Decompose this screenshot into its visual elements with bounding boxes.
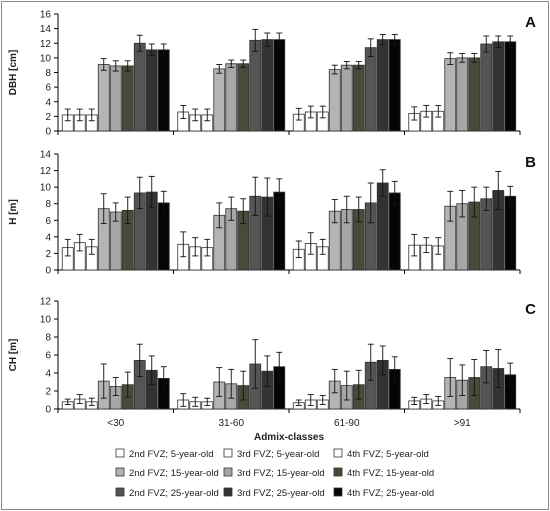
y-tick-label: 2 (45, 387, 51, 398)
bar (504, 195, 517, 271)
y-tick-label: 8 (45, 199, 51, 210)
legend-label: 3rd FVZ; 25-year-old (237, 488, 325, 499)
bar (444, 58, 457, 132)
bar (157, 49, 170, 132)
legend-swatch (223, 467, 233, 477)
bar (364, 47, 377, 132)
legend-swatch (115, 467, 125, 477)
y-tick-label: 4 (45, 97, 51, 108)
y-tick-label: 0 (45, 405, 51, 416)
bar (133, 42, 146, 132)
legend-label: 4th FVZ; 5-year-old (347, 449, 429, 460)
y-tick-label: 0 (45, 127, 51, 138)
y-tick-label: 6 (45, 351, 51, 362)
x-tick-label: 31-60 (218, 418, 244, 429)
y-tick-label: 12 (40, 166, 52, 177)
bar (480, 43, 493, 132)
y-tick-label: 12 (40, 39, 52, 50)
bar (468, 57, 481, 132)
bar (376, 39, 389, 132)
y-tick-label: 6 (45, 216, 51, 227)
bar (213, 68, 226, 132)
y-tick-label: 2 (45, 112, 51, 123)
y-tick-label: 10 (40, 183, 52, 194)
panel-letter: A (525, 14, 536, 31)
legend-swatch (115, 448, 125, 458)
y-tick-label: 6 (45, 83, 51, 94)
y-axis-label: DBH [cm] (8, 50, 19, 96)
bar (121, 65, 134, 132)
legend-label: 2nd FVZ; 5-year-old (129, 449, 213, 460)
bar (145, 49, 158, 132)
x-axis-label: Admix-classes (254, 432, 324, 443)
legend-label: 4th FVZ; 15-year-old (347, 468, 434, 479)
y-tick-label: 12 (40, 297, 52, 308)
bar (328, 69, 341, 132)
legend-swatch (223, 448, 233, 458)
bar (249, 39, 262, 132)
y-axis-label: H [m] (8, 199, 19, 225)
bar (352, 64, 365, 132)
y-tick-label: 8 (45, 333, 51, 344)
legend-label: 3rd FVZ; 15-year-old (237, 468, 325, 479)
x-tick-label: <30 (107, 418, 124, 429)
y-tick-label: 14 (40, 150, 52, 161)
y-tick-label: 4 (45, 369, 51, 380)
x-tick-label: 61-90 (334, 418, 360, 429)
y-tick-label: 4 (45, 232, 51, 243)
bar (237, 63, 250, 132)
bar (261, 39, 274, 132)
legend-swatch (333, 448, 343, 458)
legend-label: 2nd FVZ; 15-year-old (129, 468, 219, 479)
legend-label: 2nd FVZ; 25-year-old (129, 488, 219, 499)
panel-letter: B (525, 154, 536, 171)
y-tick-label: 16 (40, 10, 52, 21)
bar (388, 39, 401, 132)
legend-swatch (223, 487, 233, 497)
bar (109, 65, 122, 132)
bar (225, 63, 238, 132)
bar (492, 41, 505, 132)
y-tick-label: 8 (45, 68, 51, 79)
y-tick-label: 10 (40, 315, 52, 326)
y-tick-label: 10 (40, 53, 52, 64)
bar (97, 64, 110, 132)
legend-swatch (333, 487, 343, 497)
y-axis-label: CH [m] (8, 339, 19, 372)
legend-label: 4th FVZ; 25-year-old (347, 488, 434, 499)
x-tick-label: >91 (454, 418, 471, 429)
y-tick-label: 2 (45, 249, 51, 260)
bar (273, 39, 286, 132)
bar (456, 57, 469, 132)
legend-label: 3rd FVZ; 5-year-old (237, 449, 319, 460)
bar (504, 41, 517, 132)
legend-swatch (333, 467, 343, 477)
y-tick-label: 14 (40, 24, 52, 35)
bar (340, 64, 353, 132)
legend-swatch (115, 487, 125, 497)
panel-letter: C (525, 301, 536, 318)
y-tick-label: 0 (45, 266, 51, 277)
